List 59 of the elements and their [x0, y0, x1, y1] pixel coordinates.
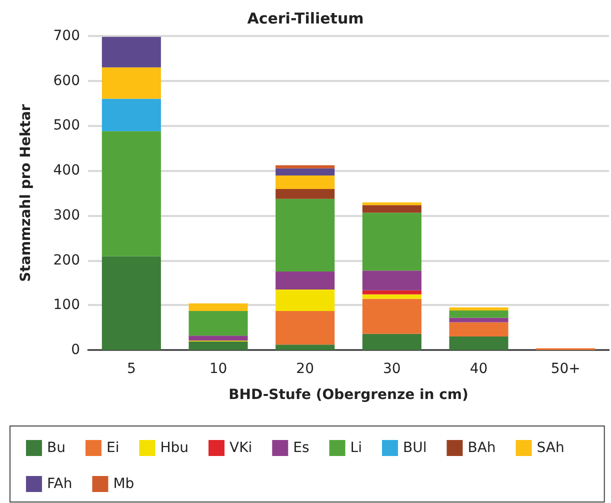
bar — [449, 318, 508, 322]
y-tick-label: 700 — [53, 28, 80, 44]
bar — [362, 298, 422, 334]
y-tick-label: 200 — [53, 252, 80, 268]
legend-label: Ei — [106, 440, 120, 456]
bar — [188, 310, 248, 336]
legend-label: Mb — [113, 476, 134, 492]
bar — [188, 341, 248, 350]
legend-label: VKi — [230, 440, 252, 456]
bar — [276, 168, 335, 176]
y-axis-title: Stammzahl pro Hektar — [18, 104, 34, 282]
legend-label: SAh — [536, 440, 564, 456]
bar — [276, 176, 335, 189]
bar — [362, 294, 422, 299]
bar — [276, 165, 335, 168]
legend-label: Li — [350, 440, 362, 456]
y-tick-label: 600 — [53, 72, 80, 89]
bar — [102, 131, 161, 256]
x-tick-label: 10 — [209, 361, 228, 377]
x-tick-label: 30 — [383, 361, 401, 377]
bar — [449, 336, 508, 350]
bar — [276, 310, 335, 345]
legend-label: BUl — [402, 440, 427, 456]
bar — [102, 256, 161, 350]
bar — [362, 212, 422, 271]
y-tick-label: 400 — [53, 162, 80, 179]
bar — [276, 198, 335, 272]
bar — [102, 98, 161, 132]
bar — [362, 202, 422, 206]
bar — [102, 67, 161, 99]
bar — [362, 290, 422, 294]
y-tick-label: 0 — [71, 342, 80, 358]
legend-label: FAh — [47, 476, 72, 492]
x-tick-label: 40 — [470, 361, 488, 377]
bar — [276, 188, 335, 199]
bar — [188, 303, 248, 311]
bar — [362, 205, 422, 213]
x-axis-title: BHD-Stufe (Obergrenze in cm) — [228, 387, 468, 403]
bar — [449, 322, 508, 337]
bar — [276, 272, 335, 290]
bar — [449, 307, 508, 311]
bar — [362, 270, 422, 290]
bar — [362, 334, 422, 350]
legend-label: Bu — [47, 440, 66, 456]
x-tick-label: 20 — [296, 361, 314, 377]
x-tick-label: 50+ — [550, 361, 580, 377]
bar — [102, 36, 161, 68]
bar — [276, 289, 335, 311]
legend-label: Hbu — [160, 440, 189, 456]
y-tick-label: 100 — [53, 297, 80, 314]
chart-title: Aceri-Tilietum — [247, 10, 364, 28]
legend-label: Es — [293, 440, 310, 456]
y-tick-label: 300 — [53, 207, 80, 224]
bar — [276, 344, 335, 350]
x-tick-label: 5 — [126, 361, 136, 377]
bar — [449, 310, 508, 318]
bar — [188, 336, 248, 341]
legend-label: BAh — [468, 440, 496, 456]
y-tick-label: 500 — [53, 118, 80, 134]
